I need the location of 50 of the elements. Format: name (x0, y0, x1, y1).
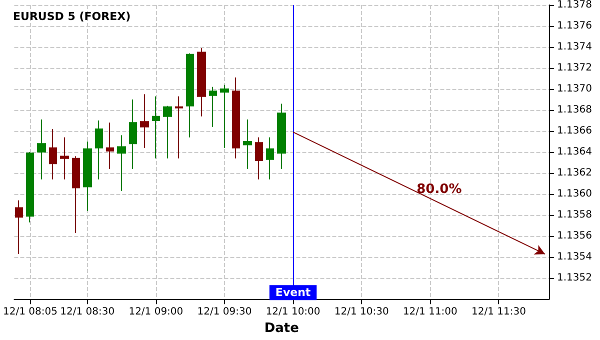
y-tick-label: 1.1374 (557, 42, 592, 53)
x-tick-label: 12/1 08:05 (3, 306, 58, 318)
candlestick (220, 84, 229, 148)
candlestick (209, 86, 217, 128)
y-tick-label: 1.1362 (557, 168, 592, 179)
candlestick (140, 94, 149, 148)
y-tick-label: 1.1368 (557, 104, 592, 116)
x-axis-title: Date (264, 321, 300, 336)
y-tick-label: 1.1360 (557, 188, 592, 200)
candlestick (277, 103, 286, 170)
candlestick (163, 105, 172, 159)
candlestick (26, 152, 34, 223)
candlestick (129, 99, 137, 170)
y-tick-label: 1.1376 (557, 20, 592, 32)
candlestick (266, 136, 274, 180)
chart-title: EURUSD 5 (FOREX) (13, 10, 131, 23)
candlestick (37, 118, 46, 180)
candlestick (49, 128, 57, 180)
x-tick-label: 12/1 11:00 (402, 306, 458, 318)
candlestick (175, 96, 183, 159)
candlestick (117, 134, 126, 192)
y-tick-label: 1.1352 (557, 272, 592, 284)
candlestick (60, 136, 69, 180)
candlestick (72, 156, 80, 234)
y-tick-label: 1.1370 (557, 84, 592, 95)
x-tick-label: 12/1 11:30 (471, 306, 526, 318)
x-tick-label: 12/1 09:30 (197, 306, 252, 318)
y-tick-label: 1.1364 (557, 146, 592, 158)
candlestick (243, 118, 252, 170)
y-tick-label: 1.1358 (557, 210, 592, 221)
y-tick-label: 1.1372 (557, 62, 592, 74)
candlestick (83, 141, 92, 212)
x-tick-label: 12/1 08:30 (60, 306, 115, 318)
candlestick (95, 120, 103, 180)
x-tick-label: 12/1 10:30 (334, 306, 389, 318)
candlestick (186, 52, 194, 138)
annotation: 80.0% (416, 182, 462, 197)
y-tick-label: 1.1366 (557, 126, 592, 137)
y-tick-label: 1.1354 (557, 252, 592, 263)
candlestick (255, 136, 263, 180)
x-tick-label: 12/1 09:00 (128, 306, 184, 318)
candlestick (152, 96, 160, 159)
x-tick-label: 12/1 10:00 (266, 306, 320, 318)
y-tick-label: 1.1356 (557, 230, 592, 242)
candlestick (106, 122, 114, 170)
candlestick (197, 48, 206, 117)
candlestick (232, 76, 240, 159)
y-tick-label: 1.1378 (557, 0, 592, 10)
candlestick (15, 200, 23, 254)
ref-line-label: Event (275, 286, 311, 300)
